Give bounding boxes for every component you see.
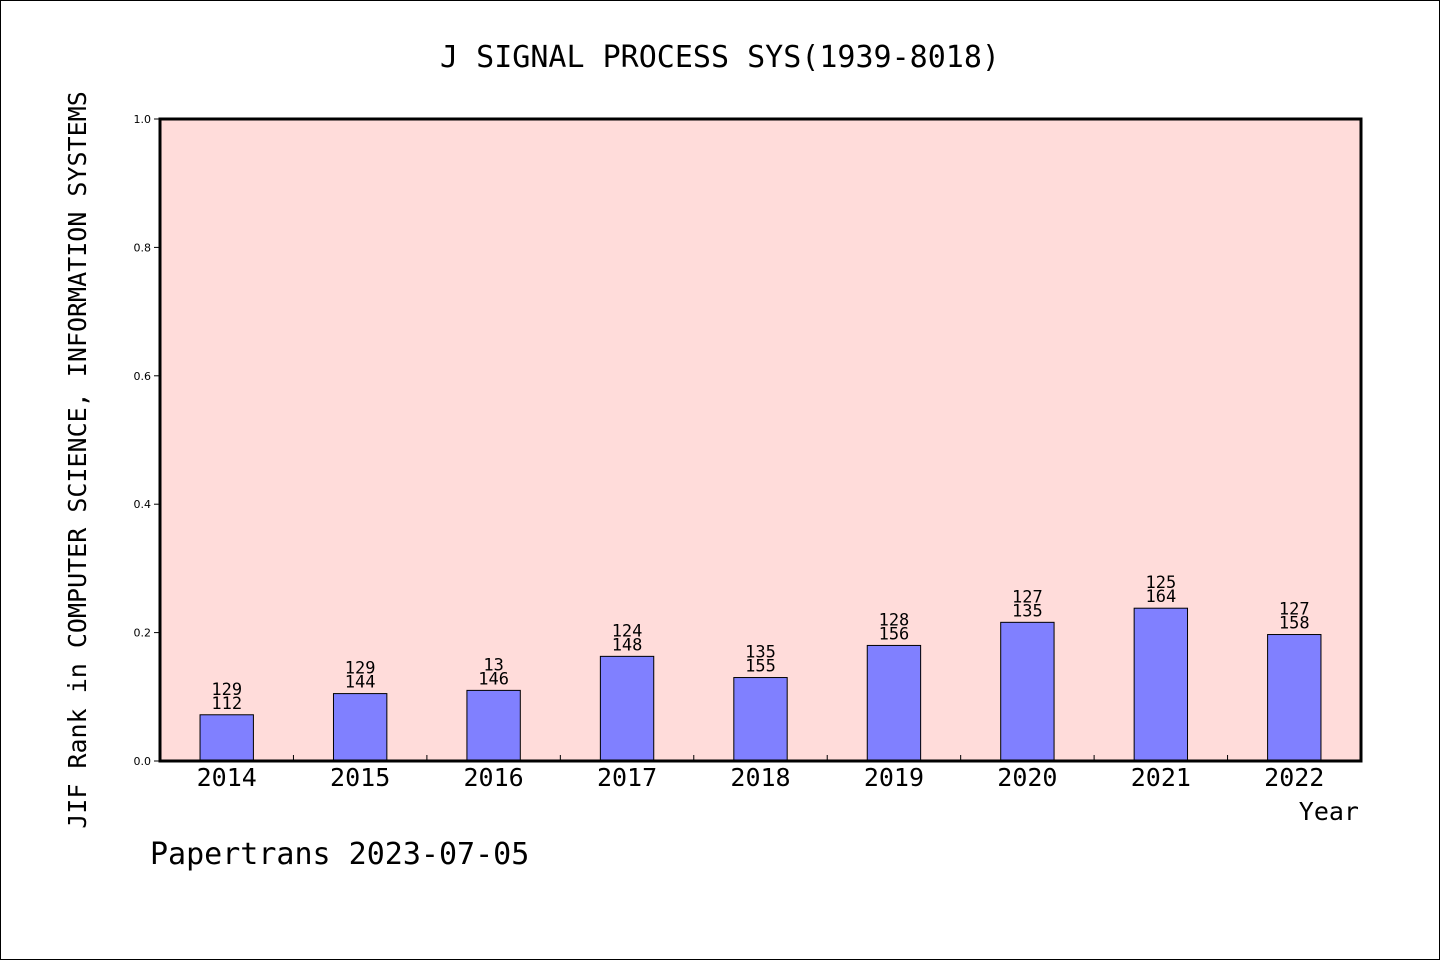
bar-2016: [466, 689, 521, 762]
y-tick-label-0.0: 0.0: [134, 755, 152, 768]
bar-label-2022-2: 158: [1279, 614, 1310, 634]
bar-label-2015-2: 144: [345, 673, 376, 693]
bar-2015: [332, 693, 388, 762]
y-axis-label: JIF Rank in COMPUTER SCIENCE, INFORMATIO…: [63, 91, 92, 829]
bar-2014: [199, 714, 254, 762]
y-tick-label-0.6: 0.6: [134, 370, 152, 383]
x-axis: 2014 2015 2016 2017 2018 2019 2020 2021 2022: [197, 755, 1324, 792]
bar-2020: [1000, 621, 1055, 762]
y-tick-label-0.8: 0.8: [134, 241, 152, 254]
bar-label-2016-1: 13: [483, 655, 503, 675]
bar-2019: [866, 644, 922, 762]
y-tick-label-0.4: 0.4: [134, 498, 152, 511]
x-tick-label-2022: 2022: [1264, 763, 1324, 792]
bar-label-2014-1: 129: [211, 680, 242, 700]
bar-label-2019-1: 128: [879, 610, 910, 630]
x-tick-label-2019: 2019: [864, 763, 924, 792]
bar-label-2015-1: 129: [345, 659, 376, 679]
y-axis: 0.0 0.2 0.4 0.6 0.8 1.0: [134, 113, 160, 768]
bar-label-2021-1: 125: [1145, 573, 1176, 593]
x-tick-label-2018: 2018: [730, 763, 790, 792]
bar-label-2021-2: 164: [1145, 587, 1176, 607]
bar-2018: [733, 677, 788, 762]
bar-label-2018-1: 135: [745, 643, 776, 663]
bars-group: [199, 607, 1322, 762]
bar-label-2017-2: 148: [612, 635, 643, 655]
bar-label-2014-2: 112: [211, 694, 242, 714]
bar-label-2022-1: 127: [1279, 600, 1310, 620]
x-tick-label-2017: 2017: [597, 763, 657, 792]
x-tick-label-2015: 2015: [330, 763, 390, 792]
bar-label-2016-2: 146: [478, 669, 509, 689]
bar-label-2018-2: 155: [745, 657, 776, 677]
bar-label-2019-2: 156: [879, 624, 910, 644]
bar-label-2020-1: 127: [1012, 587, 1043, 607]
y-tick-label-1.0: 1.0: [134, 113, 152, 126]
bar-2021: [1133, 607, 1189, 762]
y-tick-label-0.2: 0.2: [134, 627, 152, 640]
chart-title: J SIGNAL PROCESS SYS(1939-8018): [440, 40, 1000, 75]
x-tick-label-2014: 2014: [197, 763, 257, 792]
plot-border: [158, 117, 1363, 763]
x-tick-label-2016: 2016: [464, 763, 524, 792]
bar-2017: [599, 655, 655, 762]
bar-label-2017-1: 124: [612, 621, 643, 641]
bar-label-2020-2: 135: [1012, 601, 1043, 621]
x-tick-label-2020: 2020: [997, 763, 1057, 792]
x-axis-label: Year: [1299, 797, 1359, 826]
credit-text: Papertrans 2023-07-05: [150, 837, 529, 872]
bar-2022: [1267, 634, 1322, 762]
x-tick-label-2021: 2021: [1131, 763, 1191, 792]
